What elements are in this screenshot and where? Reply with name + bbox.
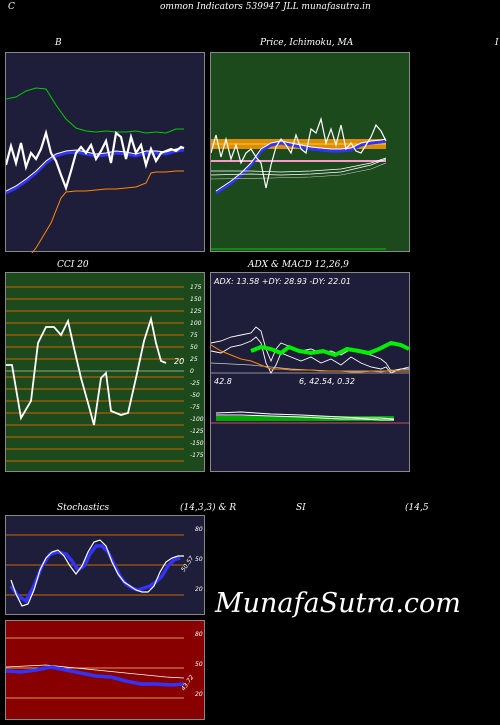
rsi-panel: 80 50 20 43.72 [5,620,205,720]
macd-right-values: 6, 42.54, 0.32 [299,377,355,386]
rsi-grid [6,637,184,699]
svg-text:-175: -175 [190,452,204,459]
rsi-ref-line [6,664,185,679]
bollinger-chart [6,87,185,253]
stoch-tick-80: 80 [195,526,203,533]
svg-text:-125: -125 [190,428,204,435]
stoch-k-line [10,539,184,607]
macd-signal-line [216,414,394,421]
rsi-tick-50: 50 [195,661,203,668]
svg-text:-150: -150 [190,440,204,447]
rsi-tick-20: 20 [195,691,203,698]
cci-current-value: 20 [174,357,184,366]
cci-line [6,315,167,426]
svg-text:150: 150 [190,296,202,303]
stoch-title-left: Stochastics [57,503,110,513]
bollinger-middle-band-b [6,147,185,192]
svg-text:75: 75 [190,332,198,339]
price-ma-chart [211,116,387,250]
svg-text:175: 175 [190,284,202,291]
stoch-tick-20: 20 [195,586,203,593]
bollinger-upper-band [6,87,184,134]
adx-macd-chart: ADX: 13.58 +DY: 28.93 -DY: 22.01 42.8 6,… [211,277,410,424]
svg-text:-100: -100 [190,416,204,423]
stoch-tick-50: 50 [195,556,203,563]
svg-text:-25: -25 [190,380,200,387]
svg-text:-50: -50 [190,392,200,399]
stoch-grid [6,534,184,596]
page-title: ommon Indicators 539947 JLL munafasutra.… [160,2,371,12]
rsi-chart: 80 50 20 43.72 [6,631,203,699]
price-ma-title: Price, Ichimoku, MA [260,38,354,48]
stochastics-chart: 80 50 20 50.57 [6,526,203,607]
cci-panel: 175 150 125 100 75 50 25 0 -25 -50 -75 -… [5,272,205,472]
stochastics-panel: 80 50 20 50.57 [5,515,205,615]
ichimoku-line-a [211,157,387,173]
ichimoku-line-c [211,162,387,180]
bollinger-price-line [6,128,185,192]
edge-glyph: I [495,38,499,48]
rsi-title: SI [296,503,306,513]
stoch-current-value: 50.57 [180,555,196,573]
rsi-line [6,665,185,687]
cci-chart: 175 150 125 100 75 50 25 0 -25 -50 -75 -… [6,284,204,462]
adx-values-label: ADX: 13.58 +DY: 28.93 -DY: 22.01 [213,277,351,286]
svg-text:50: 50 [190,344,198,351]
rsi-tick-80: 80 [195,631,203,638]
svg-text:0: 0 [190,368,194,375]
adx-macd-title: ADX & MACD 12,26,9 [248,260,349,270]
macd-line [215,411,395,420]
cci-title: CCI 20 [57,260,89,270]
ma-slow-edge [215,138,387,192]
svg-text:125: 125 [190,308,202,315]
stoch-title-right: (14,5 [405,503,429,513]
svg-text:-75: -75 [190,404,200,411]
price-ma-panel [210,52,410,252]
minus-di-line [211,336,409,374]
cci-ticks: 175 150 125 100 75 50 25 0 -25 -50 -75 -… [190,284,204,459]
macd-histogram [216,416,394,421]
adx-line [250,340,410,358]
watermark: MunafaSutra.com [215,588,461,619]
adx-macd-panel: ADX: 13.58 +DY: 28.93 -DY: 22.01 42.8 6,… [210,272,410,472]
ichimoku-line-b [211,158,387,176]
macd-left-value: 42.8 [214,377,232,386]
bollinger-title: B [55,38,62,48]
ma-slow-line [215,139,387,195]
stoch-d-line [9,544,181,604]
minus-di-orange [211,344,409,373]
svg-text:25: 25 [190,356,198,363]
stoch-title-mid: (14,3,3) & R [180,503,237,513]
svg-text:100: 100 [190,320,202,327]
cci-grid [6,286,184,462]
left-glyph: C [8,2,15,12]
bollinger-lower-band [31,170,184,253]
bollinger-panel [5,52,205,253]
price-line [211,116,387,189]
